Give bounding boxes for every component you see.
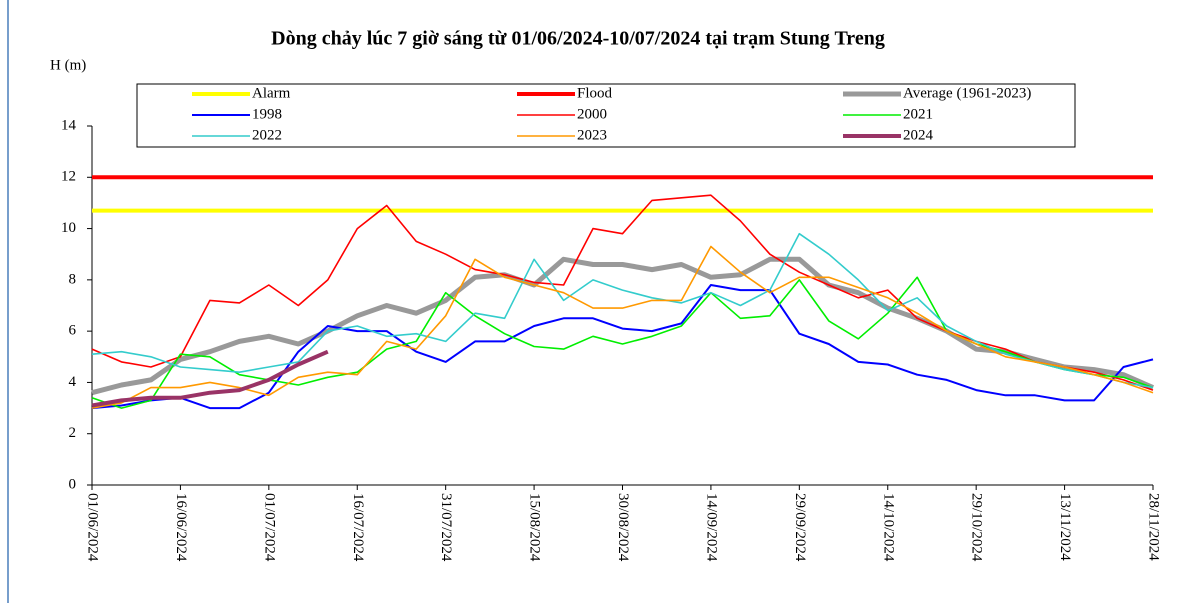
x-tick-label: 14/09/2024 [703, 493, 719, 562]
y-axis-label: H (m) [50, 57, 86, 73]
x-tick-label: 28/11/2024 [1146, 493, 1162, 561]
x-tick-label: 31/07/2024 [438, 493, 454, 562]
y-tick-label: 12 [61, 169, 76, 185]
legend-box [136, 83, 1076, 148]
legend-label: 2021 [903, 106, 933, 122]
x-tick-label: 30/08/2024 [615, 493, 631, 562]
legend-label: 2000 [577, 106, 607, 122]
legend-label: Alarm [252, 85, 291, 101]
x-tick-label: 29/09/2024 [792, 493, 808, 562]
x-tick-label: 01/06/2024 [85, 493, 101, 562]
y-tick-label: 0 [69, 476, 77, 492]
legend-label: Average (1961-2023) [903, 85, 1031, 101]
y-tick-label: 8 [69, 271, 77, 287]
legend-label: 1998 [252, 106, 282, 122]
series-line [91, 349, 329, 408]
x-tick-label: 15/08/2024 [527, 493, 543, 562]
y-tick-label: 4 [69, 374, 77, 390]
x-tick-label: 01/07/2024 [261, 493, 277, 562]
series-line [91, 256, 1155, 396]
y-tick-label: 10 [61, 220, 76, 236]
x-tick-label: 13/11/2024 [1057, 493, 1073, 561]
x-tick-label: 29/10/2024 [969, 493, 985, 562]
y-tick-label: 14 [61, 117, 77, 133]
x-tick-label: 16/06/2024 [173, 493, 189, 562]
series-line [91, 245, 1154, 409]
legend-label: 2024 [903, 127, 934, 143]
legend-label: 2023 [577, 127, 607, 143]
x-tick-label: 16/07/2024 [350, 493, 366, 562]
y-tick-label: 2 [69, 425, 77, 441]
y-tick-label: 6 [69, 323, 77, 339]
x-tick-label: 14/10/2024 [880, 493, 896, 562]
legend-label: 2022 [252, 127, 282, 143]
series-line [91, 232, 1154, 389]
series-line [91, 284, 1154, 410]
chart-title: Dòng chảy lúc 7 giờ sáng từ 01/06/2024-1… [271, 28, 885, 50]
legend-label: Flood [577, 85, 613, 101]
